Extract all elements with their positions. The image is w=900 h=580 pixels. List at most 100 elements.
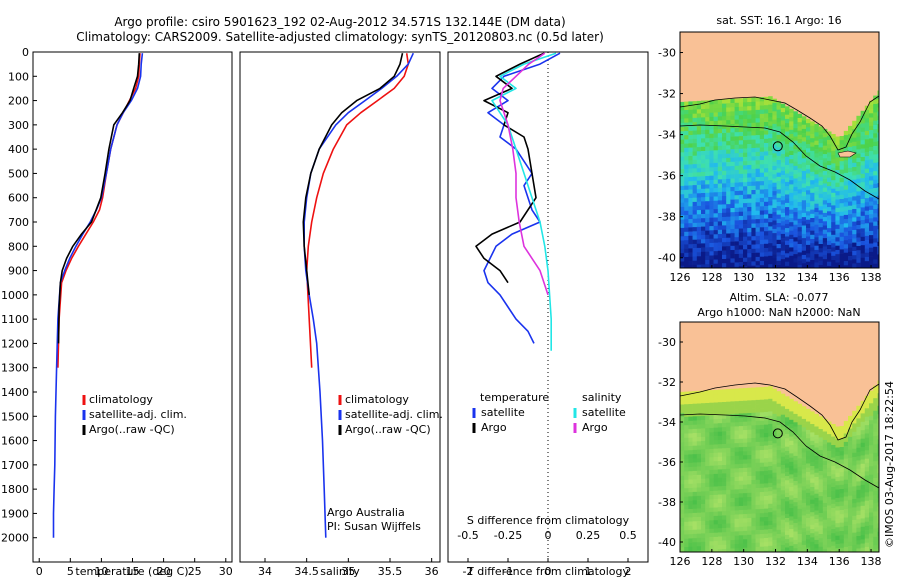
sst-map-cell	[734, 216, 740, 221]
sla-map-cell	[806, 497, 811, 502]
sst-map-cell	[680, 139, 685, 145]
sst-map-cell	[856, 208, 861, 213]
sla-map-cell	[801, 418, 807, 424]
sla-map-cell	[743, 472, 748, 477]
sst-map-cell	[722, 233, 727, 239]
sst-map-cell	[717, 225, 723, 231]
sla-map-cell	[860, 522, 866, 528]
sla-map-cell	[843, 429, 849, 434]
sla-map-cell	[696, 399, 702, 404]
sst-map-cell	[755, 181, 761, 186]
sst-map-cell	[713, 200, 719, 206]
sla-map-cell	[768, 466, 773, 471]
sla-map-cell	[772, 485, 777, 490]
sst-map-cell	[877, 128, 879, 133]
sla-map-cell	[751, 467, 756, 472]
sla-map-cell	[789, 541, 794, 547]
sst-map-cell	[713, 188, 719, 193]
sla-map-cell	[776, 445, 782, 451]
sla-map-cell	[776, 466, 782, 472]
sla-map-cell	[839, 526, 845, 532]
sst-map-cell	[755, 235, 761, 241]
sst-map-cell	[755, 118, 761, 123]
sla-map-cell	[818, 529, 824, 535]
sla-map-cell	[709, 516, 714, 521]
sst-map-cell	[688, 219, 693, 224]
sst-map-cell	[684, 219, 689, 224]
sla-map-cell	[860, 421, 866, 427]
temperature-series-line-0	[57, 53, 141, 368]
sla-map-cell	[743, 425, 748, 431]
sst-map-cell	[747, 198, 752, 204]
sst-map-cell	[705, 167, 710, 173]
sst-map-cell	[869, 188, 874, 194]
sst-map-cell	[856, 145, 861, 150]
sst-map-cell	[860, 190, 866, 196]
sst-map-cell	[835, 153, 840, 158]
sla-map-cell	[680, 475, 685, 481]
temperature-x-tick-label: 20	[157, 565, 171, 578]
sst-map-cell	[852, 154, 857, 159]
sst-map-cell	[709, 217, 714, 223]
sst-map-cell	[780, 175, 786, 180]
sla-map-cell	[743, 484, 748, 490]
sla-map-cell	[810, 415, 815, 421]
sla-map-cell	[755, 433, 761, 438]
sst-map-cell	[780, 204, 786, 209]
sla-map-cell	[877, 477, 879, 482]
sst-map-cell	[797, 164, 803, 169]
sst-map-cell	[738, 215, 744, 221]
sst-map-cell	[717, 213, 723, 218]
depth-tick-label: 1600	[1, 435, 29, 448]
salinity-annotation-line2: PI: Susan Wijffels	[327, 520, 421, 533]
sst-map-cell	[793, 157, 798, 162]
sla-map-cell	[793, 455, 798, 461]
sla-map-cell	[789, 415, 794, 421]
sla-map-cell	[856, 494, 861, 499]
sst-map-cell	[764, 176, 769, 182]
sst-map-cell	[810, 243, 815, 248]
sla-map-cell	[810, 428, 815, 433]
sst-map-cell	[780, 107, 786, 113]
sla-map-cell	[751, 538, 756, 544]
sla-map-cell	[730, 409, 735, 415]
sla-map-cell	[806, 513, 811, 519]
sla-map-cell	[688, 446, 693, 451]
salinity-diff-tick-label: 0.5	[619, 529, 637, 542]
sst-map-cell	[688, 198, 693, 203]
sst-map-cell	[818, 239, 824, 245]
sst-lon-tick-label: 138	[861, 271, 882, 284]
sla-map-cell	[831, 482, 836, 488]
sla-map-cell	[755, 475, 761, 480]
sla-map-cell	[801, 414, 807, 420]
sst-map-cell	[747, 232, 752, 237]
sla-map-cell	[701, 520, 706, 526]
sla-map-cell	[814, 418, 819, 423]
sla-map-cell	[709, 511, 714, 517]
sla-map-cell	[764, 491, 769, 497]
sla-lat-tick-label: -40	[658, 536, 676, 549]
sla-map-cell	[776, 487, 782, 493]
sla-map-cell	[734, 422, 740, 427]
sla-map-cell	[806, 450, 811, 456]
sla-map-cell	[684, 404, 689, 409]
sla-map-cell	[831, 529, 836, 534]
sla-map-cell	[738, 430, 744, 435]
sla-map-cell	[768, 516, 773, 521]
sst-map-cell	[688, 223, 693, 228]
sst-map-cell	[747, 186, 752, 191]
sst-map-cell	[717, 196, 723, 201]
sla-map-cell	[856, 435, 861, 440]
sst-map-cell	[730, 199, 735, 205]
sst-map-cell	[827, 228, 832, 233]
sst-map-cell	[843, 143, 849, 148]
sla-map-cell	[680, 446, 685, 451]
sla-map-cell	[734, 401, 740, 406]
sst-map-cell	[705, 226, 710, 231]
sst-map-cell	[877, 94, 879, 100]
sst-map-cell	[856, 187, 861, 192]
sla-map-cell	[831, 445, 836, 450]
sla-map-cell	[692, 399, 698, 404]
sst-map-cell	[759, 160, 765, 165]
sst-map-cell	[738, 119, 744, 124]
